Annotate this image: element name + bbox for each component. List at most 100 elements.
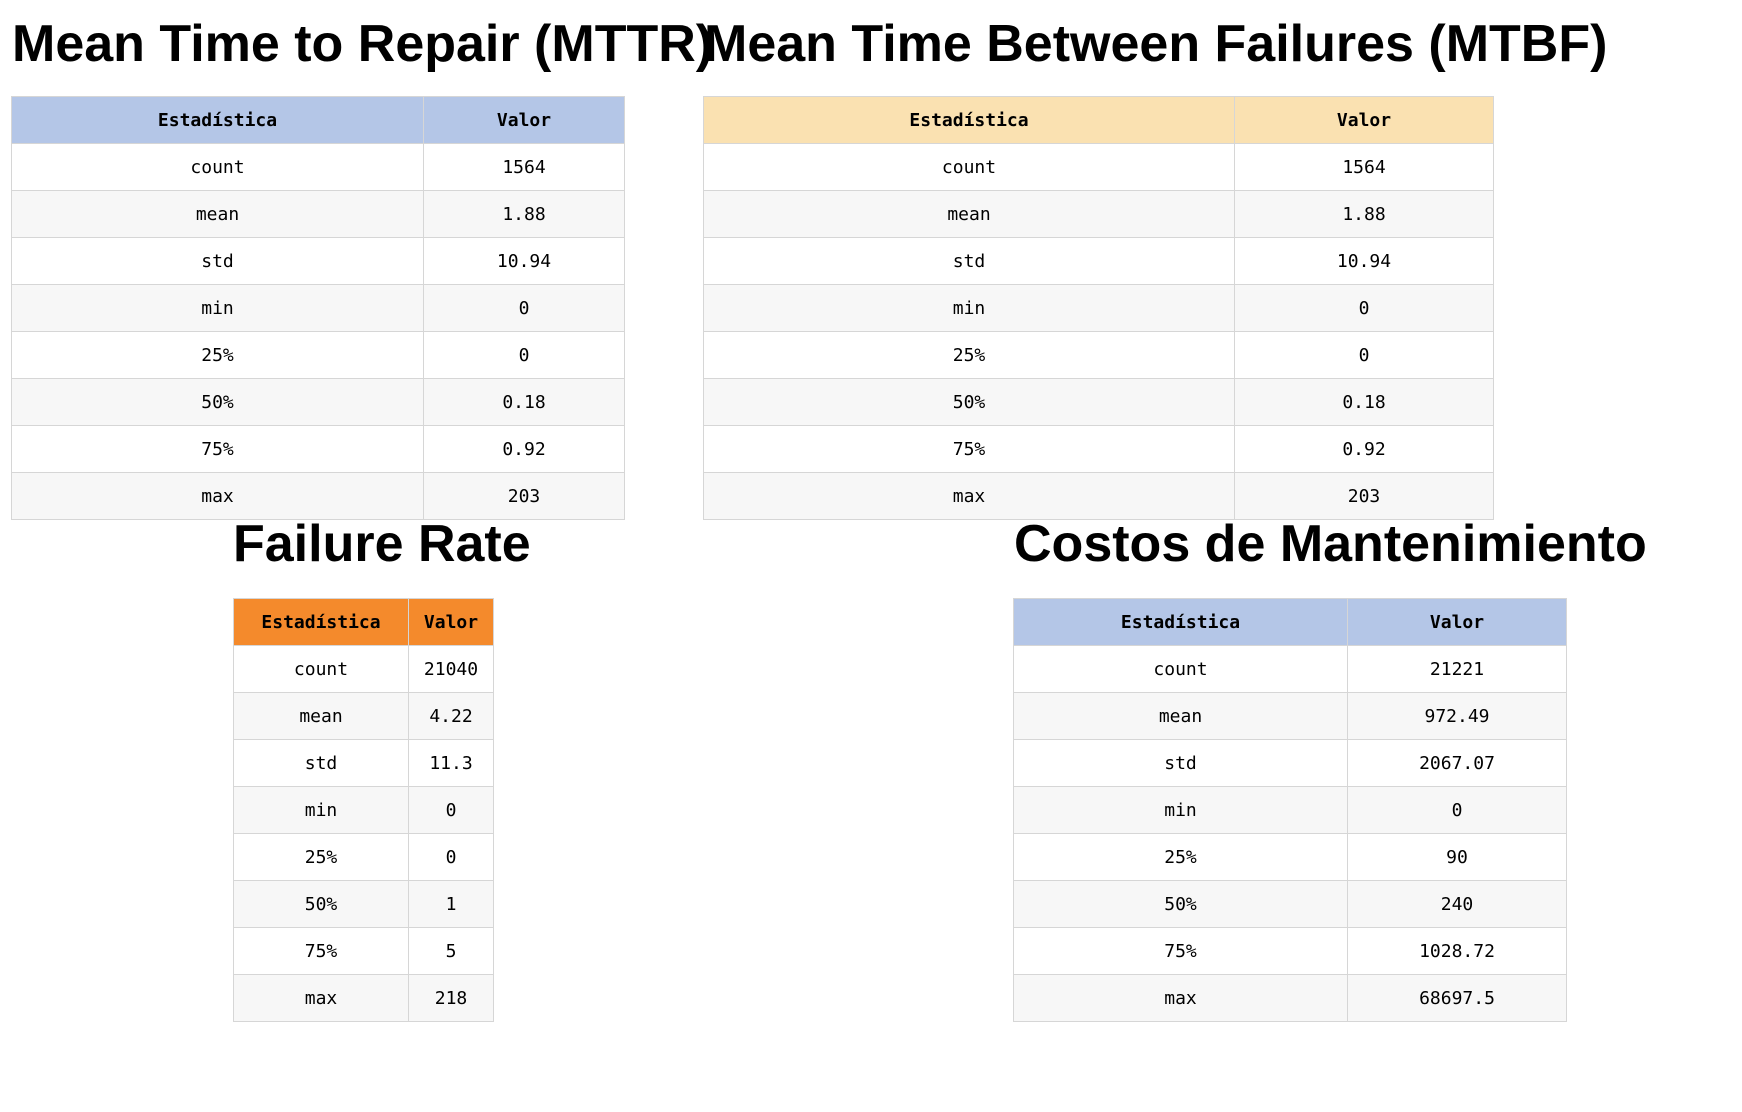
statistic-cell: max xyxy=(233,974,409,1022)
table-row: 75% 0.92 xyxy=(703,425,1494,473)
table-row: 50% 0.18 xyxy=(703,378,1494,426)
maintenance-costs-title: Costos de Mantenimiento xyxy=(1014,515,1647,573)
statistic-cell: 25% xyxy=(11,331,424,379)
table-row: 75% 5 xyxy=(233,927,494,975)
table-row: mean 4.22 xyxy=(233,692,494,740)
statistic-cell: count xyxy=(1013,645,1348,693)
table-row: 25% 0 xyxy=(233,833,494,881)
value-cell: 68697.5 xyxy=(1347,974,1567,1022)
table-row: min 0 xyxy=(703,284,1494,332)
statistic-cell: 75% xyxy=(703,425,1235,473)
statistic-cell: std xyxy=(11,237,424,285)
statistic-cell: 75% xyxy=(233,927,409,975)
statistic-column-header: Estadística xyxy=(703,96,1235,144)
table-row: 25% 90 xyxy=(1013,833,1567,881)
table-row: std 2067.07 xyxy=(1013,739,1567,787)
value-cell: 11.3 xyxy=(408,739,494,787)
table-row: 75% 1028.72 xyxy=(1013,927,1567,975)
table-header-row: Estadística Valor xyxy=(11,96,625,144)
statistic-cell: min xyxy=(703,284,1235,332)
table-row: 25% 0 xyxy=(11,331,625,379)
value-cell: 1.88 xyxy=(1234,190,1494,238)
statistic-cell: 75% xyxy=(1013,927,1348,975)
table-row: 25% 0 xyxy=(703,331,1494,379)
statistic-cell: min xyxy=(1013,786,1348,834)
value-cell: 1564 xyxy=(423,143,625,191)
table-row: count 1564 xyxy=(703,143,1494,191)
table-row: count 21040 xyxy=(233,645,494,693)
value-cell: 1564 xyxy=(1234,143,1494,191)
statistic-column-header: Estadística xyxy=(1013,598,1348,646)
table-header-row: Estadística Valor xyxy=(1013,598,1567,646)
statistic-cell: 50% xyxy=(11,378,424,426)
table-row: max 68697.5 xyxy=(1013,974,1567,1022)
statistic-cell: 25% xyxy=(233,833,409,881)
value-cell: 1.88 xyxy=(423,190,625,238)
value-cell: 4.22 xyxy=(408,692,494,740)
value-cell: 0 xyxy=(423,284,625,332)
value-cell: 203 xyxy=(423,472,625,520)
statistic-cell: mean xyxy=(233,692,409,740)
table-row: max 203 xyxy=(11,472,625,520)
table-row: 50% 240 xyxy=(1013,880,1567,928)
mtbf-title: Mean Time Between Failures (MTBF) xyxy=(704,15,1608,73)
value-column-header: Valor xyxy=(1234,96,1494,144)
table-row: std 10.94 xyxy=(11,237,625,285)
value-cell: 0 xyxy=(408,786,494,834)
value-cell: 10.94 xyxy=(1234,237,1494,285)
table-row: max 203 xyxy=(703,472,1494,520)
table-row: 50% 0.18 xyxy=(11,378,625,426)
value-cell: 218 xyxy=(408,974,494,1022)
statistic-cell: max xyxy=(1013,974,1348,1022)
statistic-cell: count xyxy=(11,143,424,191)
statistic-cell: mean xyxy=(1013,692,1348,740)
statistic-cell: 50% xyxy=(1013,880,1348,928)
value-cell: 1 xyxy=(408,880,494,928)
table-row: std 11.3 xyxy=(233,739,494,787)
statistic-cell: std xyxy=(233,739,409,787)
value-cell: 2067.07 xyxy=(1347,739,1567,787)
value-cell: 10.94 xyxy=(423,237,625,285)
value-cell: 0.92 xyxy=(1234,425,1494,473)
table-header-row: Estadística Valor xyxy=(233,598,494,646)
value-cell: 5 xyxy=(408,927,494,975)
value-cell: 0.18 xyxy=(423,378,625,426)
value-column-header: Valor xyxy=(408,598,494,646)
value-column-header: Valor xyxy=(423,96,625,144)
statistic-cell: min xyxy=(233,786,409,834)
table-row: mean 972.49 xyxy=(1013,692,1567,740)
statistic-cell: count xyxy=(703,143,1235,191)
table-row: mean 1.88 xyxy=(11,190,625,238)
statistic-cell: 75% xyxy=(11,425,424,473)
statistic-column-header: Estadística xyxy=(11,96,424,144)
failure-rate-title: Failure Rate xyxy=(233,515,531,573)
mttr-table: Estadística Valor count 1564 mean 1.88 std… xyxy=(11,96,625,520)
value-cell: 21040 xyxy=(408,645,494,693)
value-cell: 21221 xyxy=(1347,645,1567,693)
statistic-cell: std xyxy=(1013,739,1348,787)
table-row: 75% 0.92 xyxy=(11,425,625,473)
value-cell: 1028.72 xyxy=(1347,927,1567,975)
statistic-cell: std xyxy=(703,237,1235,285)
statistic-cell: max xyxy=(11,472,424,520)
value-cell: 203 xyxy=(1234,472,1494,520)
value-cell: 0 xyxy=(1234,284,1494,332)
value-cell: 0 xyxy=(408,833,494,881)
mtbf-table: Estadística Valor count 1564 mean 1.88 std… xyxy=(703,96,1494,520)
statistic-cell: mean xyxy=(11,190,424,238)
table-row: 50% 1 xyxy=(233,880,494,928)
statistic-cell: min xyxy=(11,284,424,332)
statistic-cell: 25% xyxy=(703,331,1235,379)
value-cell: 0 xyxy=(1234,331,1494,379)
statistic-cell: mean xyxy=(703,190,1235,238)
statistic-cell: 25% xyxy=(1013,833,1348,881)
table-row: min 0 xyxy=(233,786,494,834)
value-cell: 90 xyxy=(1347,833,1567,881)
failure-rate-table: Estadística Valor count 21040 mean 4.22 st… xyxy=(233,598,494,1022)
table-row: count 1564 xyxy=(11,143,625,191)
statistic-cell: 50% xyxy=(233,880,409,928)
maintenance-costs-table: Estadística Valor count 21221 mean 972.49 … xyxy=(1013,598,1567,1022)
statistic-column-header: Estadística xyxy=(233,598,409,646)
mttr-title: Mean Time to Repair (MTTR) xyxy=(12,15,714,73)
value-cell: 972.49 xyxy=(1347,692,1567,740)
